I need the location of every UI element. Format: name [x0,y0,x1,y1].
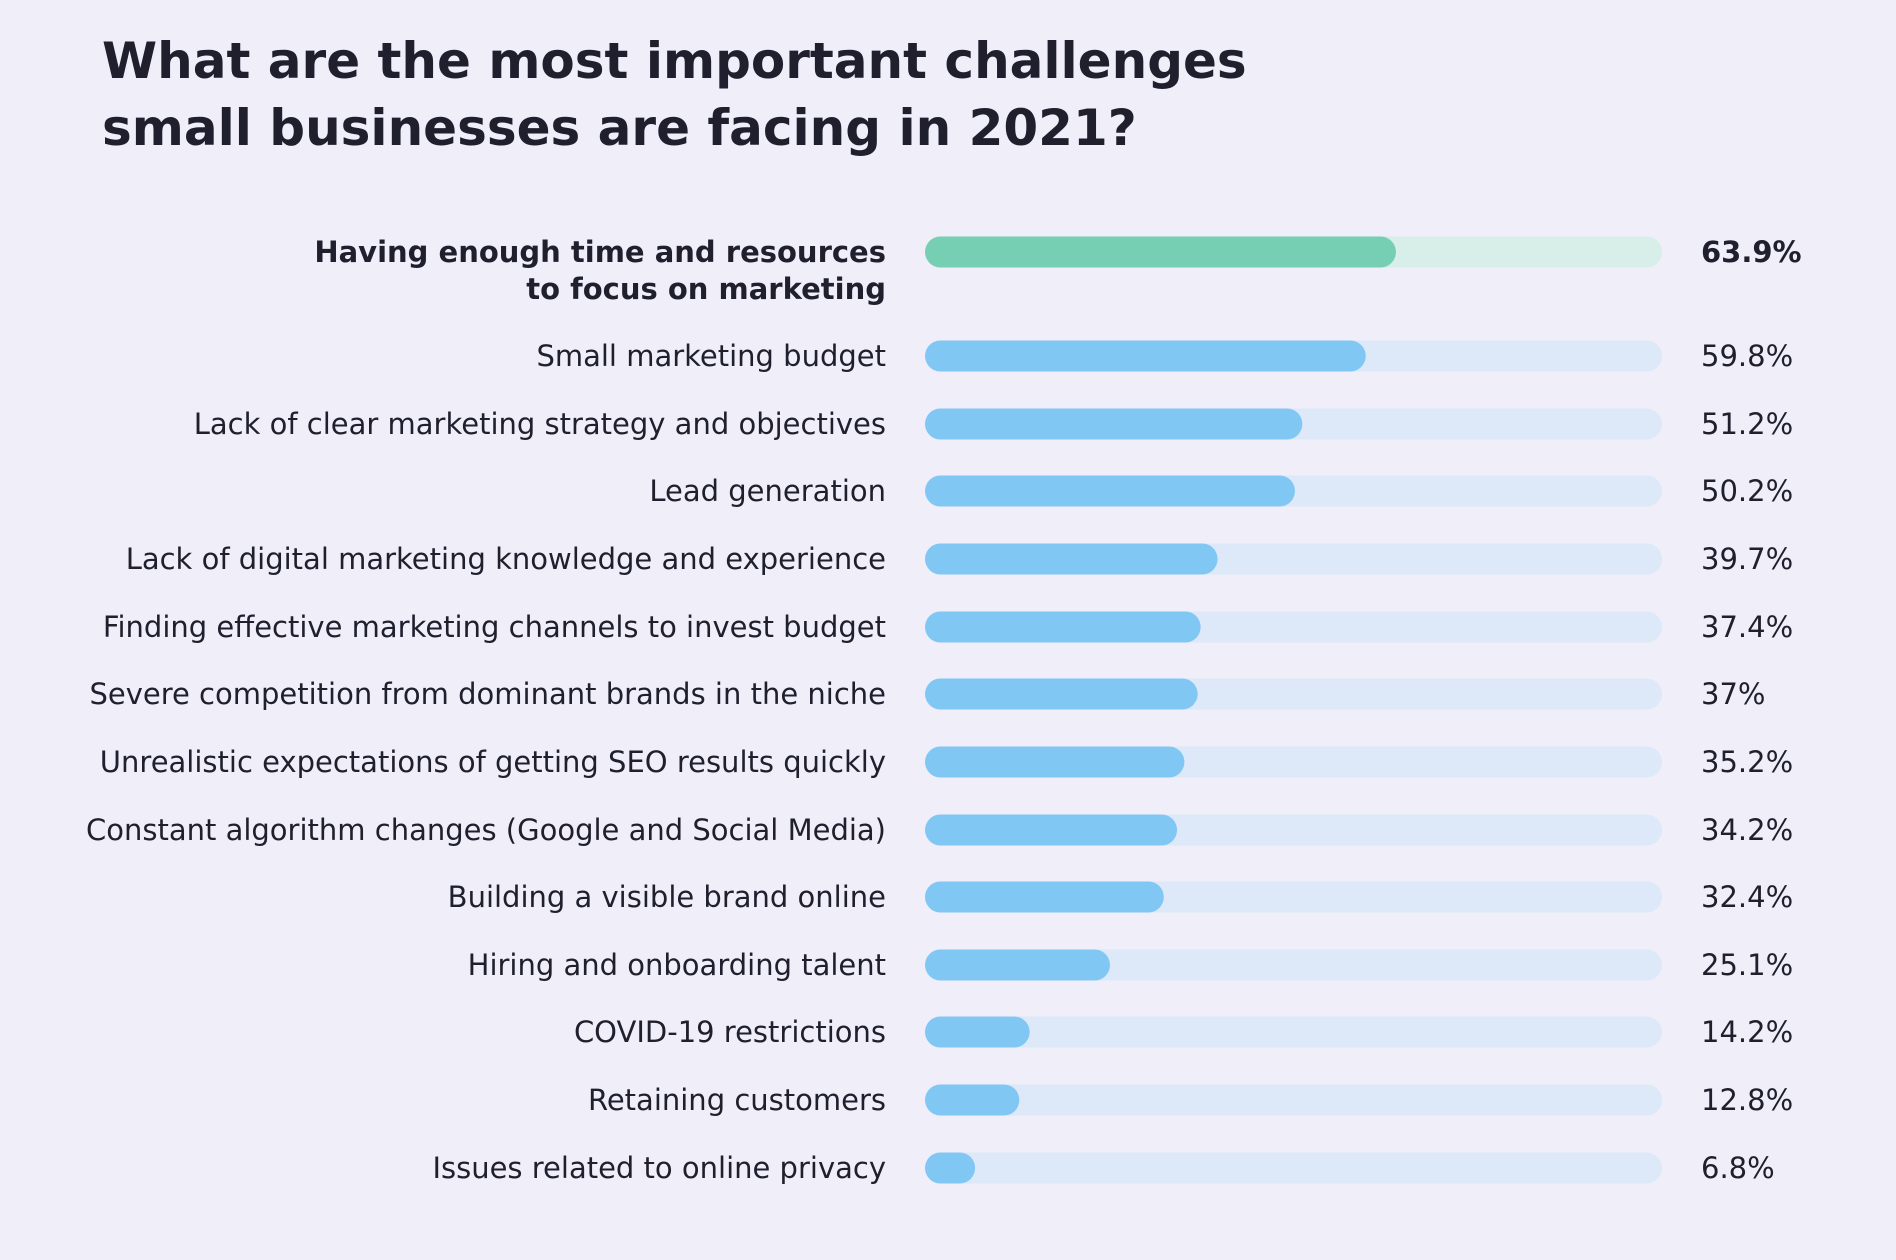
bar [925,746,1185,778]
value-label: 35.2% [1701,745,1793,779]
category-label: Unrealistic expectations of getting SEO … [100,745,886,779]
bar [925,236,1396,268]
value-label: 50.2% [1701,474,1793,508]
value-label: 34.2% [1701,813,1793,847]
value-label: 32.4% [1701,880,1793,914]
category-label: Constant algorithm changes (Google and S… [86,813,886,847]
category-label: Lead generation [649,474,886,508]
category-label: Building a visible brand online [448,880,886,914]
bar-row: Building a visible brand online 32.4% [448,880,1793,914]
bar [925,678,1198,710]
bar [925,611,1201,643]
bar [925,408,1303,440]
value-label: 37.4% [1701,610,1793,644]
value-label: 14.2% [1701,1015,1793,1049]
value-label: 39.7% [1701,542,1793,576]
category-label: Hiring and onboarding talent [468,948,886,982]
bar-row: Unrealistic expectations of getting SEO … [100,745,1793,779]
bar-row: Severe competition from dominant brands … [89,677,1765,711]
category-label: Severe competition from dominant brands … [89,677,886,711]
category-label: Retaining customers [588,1083,886,1117]
bar [925,881,1164,913]
category-label: Finding effective marketing channels to … [103,610,886,644]
bar-track [925,1016,1662,1048]
category-label: Lack of digital marketing knowledge and … [126,542,886,576]
value-label: 25.1% [1701,948,1793,982]
bar-track [925,1152,1662,1184]
bar-row: Lack of clear marketing strategy and obj… [194,407,1793,441]
bar [925,949,1110,981]
bar-row: Lead generation 50.2% [649,474,1793,508]
bar-row: Issues related to online privacy 6.8% [432,1151,1774,1185]
category-label: Issues related to online privacy [432,1151,886,1185]
value-label: 12.8% [1701,1083,1793,1117]
category-label: Small marketing budget [536,339,886,373]
value-label: 51.2% [1701,407,1793,441]
bar-row: Retaining customers 12.8% [588,1083,1793,1117]
category-label: COVID-19 restrictions [574,1015,886,1049]
bar [925,543,1218,575]
value-label: 37% [1701,677,1765,711]
bar-row: Lack of digital marketing knowledge and … [126,542,1793,576]
bar-row: COVID-19 restrictions 14.2% [574,1015,1793,1049]
bar [925,814,1178,846]
category-label: Having enough time and resources [314,235,886,269]
chart-title-line-1: What are the most important challenges [102,32,1247,90]
bar-row: Hiring and onboarding talent 25.1% [468,948,1794,982]
value-label: 59.8% [1701,339,1793,373]
bar [925,1152,976,1184]
bar [925,1084,1020,1116]
bar-row: Constant algorithm changes (Google and S… [86,813,1793,847]
category-label: to focus on marketing [526,272,886,306]
bar [925,1016,1030,1048]
value-label: 63.9% [1701,235,1802,269]
value-label: 6.8% [1701,1151,1775,1185]
bar [925,340,1366,372]
category-label: Lack of clear marketing strategy and obj… [194,407,886,441]
bar [925,475,1295,507]
bar-row: Small marketing budget 59.8% [536,339,1793,373]
bar-row: Finding effective marketing channels to … [103,610,1793,644]
bar-track [925,949,1662,981]
chart-title-line-2: small businesses are facing in 2021? [102,99,1137,157]
bar-track [925,1084,1662,1116]
